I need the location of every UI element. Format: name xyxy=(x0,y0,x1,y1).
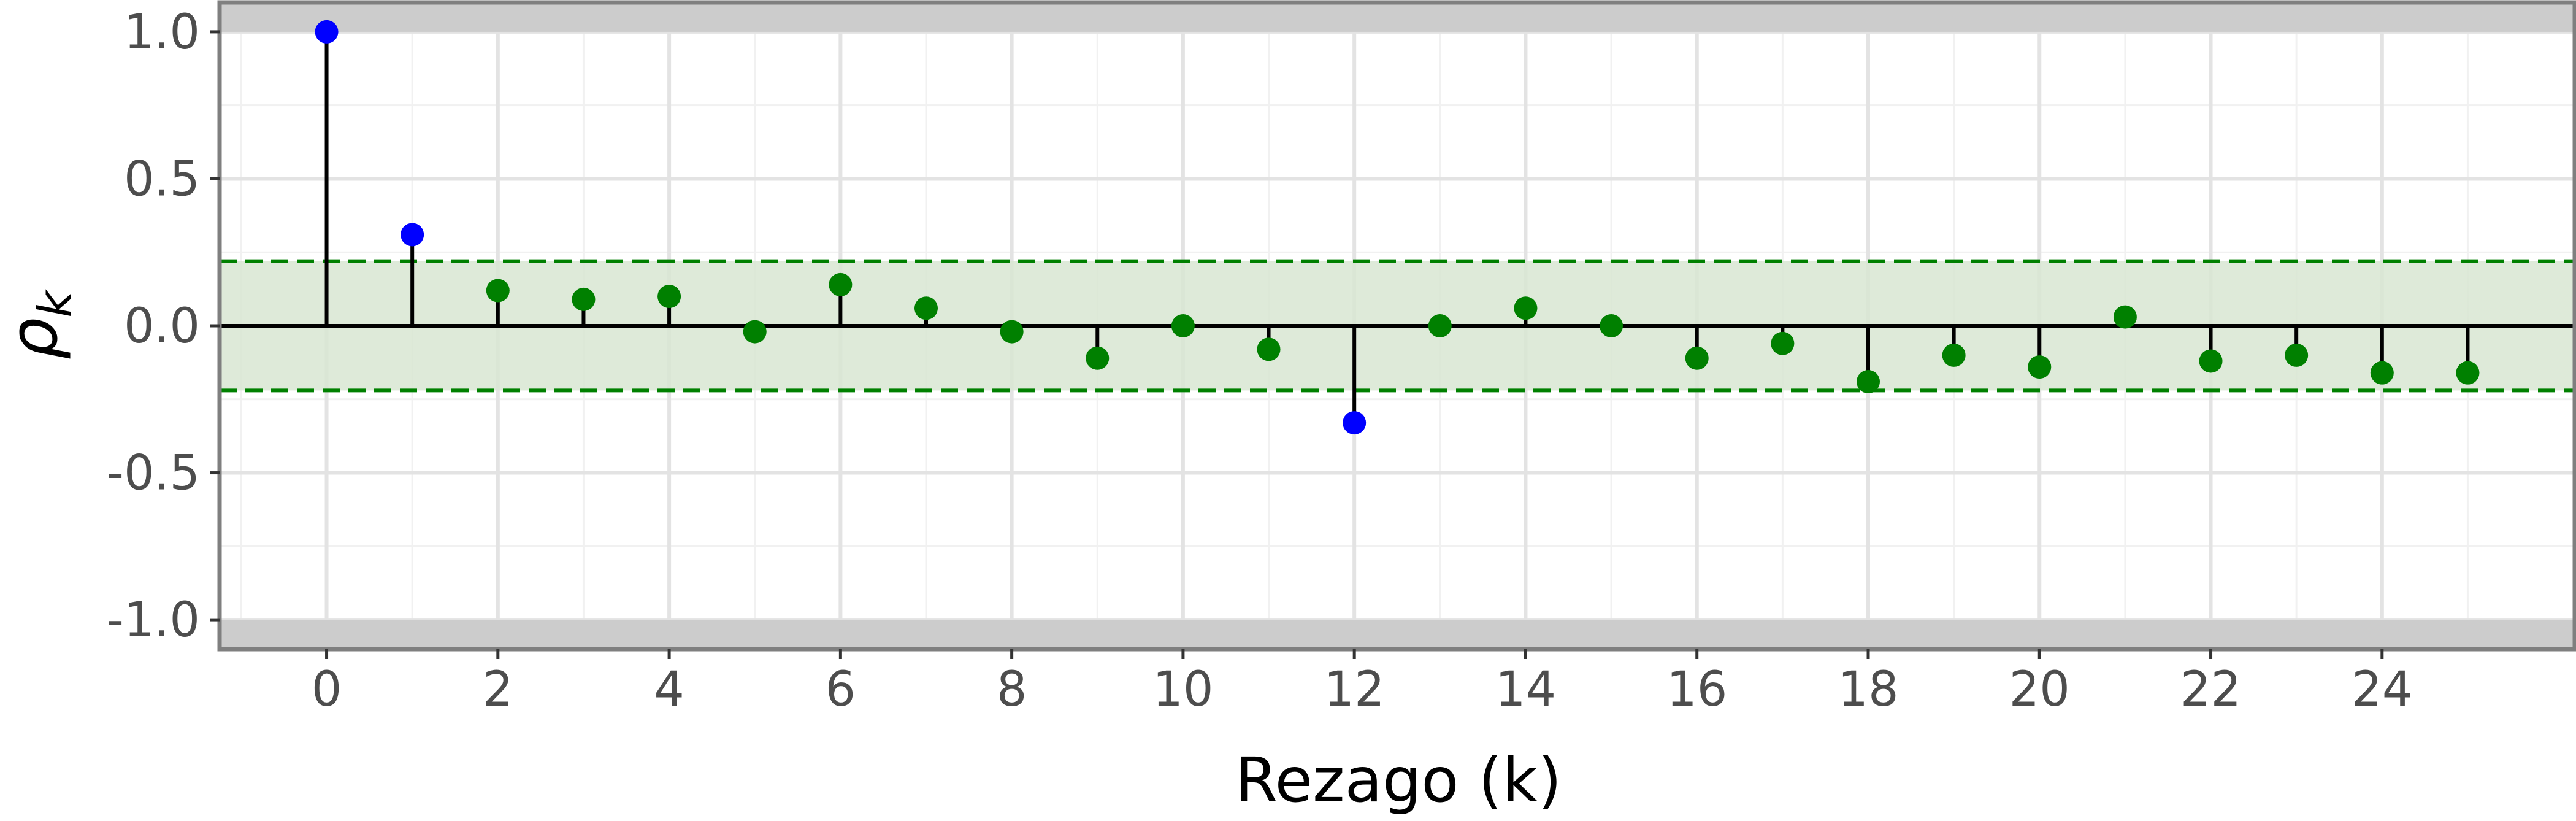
x-tick-label: 10 xyxy=(1152,662,1213,717)
acf-point xyxy=(1428,314,1452,337)
acf-point xyxy=(1857,370,1880,394)
x-tick-label: 12 xyxy=(1324,662,1385,717)
y-tick-label: 0.0 xyxy=(124,299,200,354)
acf-point xyxy=(1514,296,1538,320)
acf-point xyxy=(315,20,339,44)
y-axis-title-symbol: ρ xyxy=(0,318,72,360)
acf-point xyxy=(743,320,767,344)
acf-point xyxy=(2113,305,2137,329)
plot-panel xyxy=(220,2,2575,649)
x-tick-label: 6 xyxy=(826,662,856,717)
acf-point xyxy=(1771,331,1795,355)
x-tick-label: 14 xyxy=(1495,662,1556,717)
acf-point xyxy=(2370,361,2394,385)
acf-point xyxy=(1600,314,1623,337)
x-tick-label: 20 xyxy=(2009,662,2070,717)
lower-grey-band xyxy=(220,620,2575,649)
acf-point xyxy=(401,223,424,247)
acf-point xyxy=(486,279,510,303)
x-tick-label: 24 xyxy=(2352,662,2412,717)
y-tick-label: 0.5 xyxy=(124,152,200,207)
x-tick-label: 2 xyxy=(483,662,513,717)
x-tick-label: 16 xyxy=(1666,662,1727,717)
y-tick-label: -1.0 xyxy=(107,593,200,648)
acf-point xyxy=(2456,361,2480,385)
acf-point xyxy=(1343,411,1367,435)
x-tick-label: 0 xyxy=(312,662,342,717)
acf-point xyxy=(2285,343,2309,367)
x-tick-label: 18 xyxy=(1838,662,1898,717)
point-layer xyxy=(315,20,2480,435)
acf-point xyxy=(914,296,938,320)
acf-point xyxy=(2199,349,2223,373)
acf-point xyxy=(1942,343,1966,367)
acf-point xyxy=(2028,355,2052,379)
x-tick-label: 4 xyxy=(654,662,684,717)
acf-point xyxy=(572,287,596,311)
acf-point xyxy=(829,272,853,296)
upper-grey-band xyxy=(220,2,2575,32)
y-tick-label: -0.5 xyxy=(107,446,200,501)
x-axis-title: Rezago (k) xyxy=(1235,744,1562,816)
acf-point xyxy=(1171,314,1195,337)
acf-point xyxy=(657,285,681,309)
axis-layer: 1.00.50.0-0.5-1.00 2 4 6 8 10 12 14 16 18 20 22 24 xyxy=(107,0,2576,717)
acf-point xyxy=(1257,337,1281,361)
x-tick-label: 22 xyxy=(2180,662,2241,717)
acf-point xyxy=(1086,346,1110,370)
acf-point xyxy=(1000,320,1024,344)
y-tick-label: 1.0 xyxy=(124,5,200,60)
acf-point xyxy=(1685,346,1709,370)
x-tick-label: 8 xyxy=(997,662,1027,717)
y-axis-title-subscript: k xyxy=(28,289,82,318)
y-axis-title: ρk xyxy=(0,289,82,360)
svg-text:ρk: ρk xyxy=(0,289,82,360)
